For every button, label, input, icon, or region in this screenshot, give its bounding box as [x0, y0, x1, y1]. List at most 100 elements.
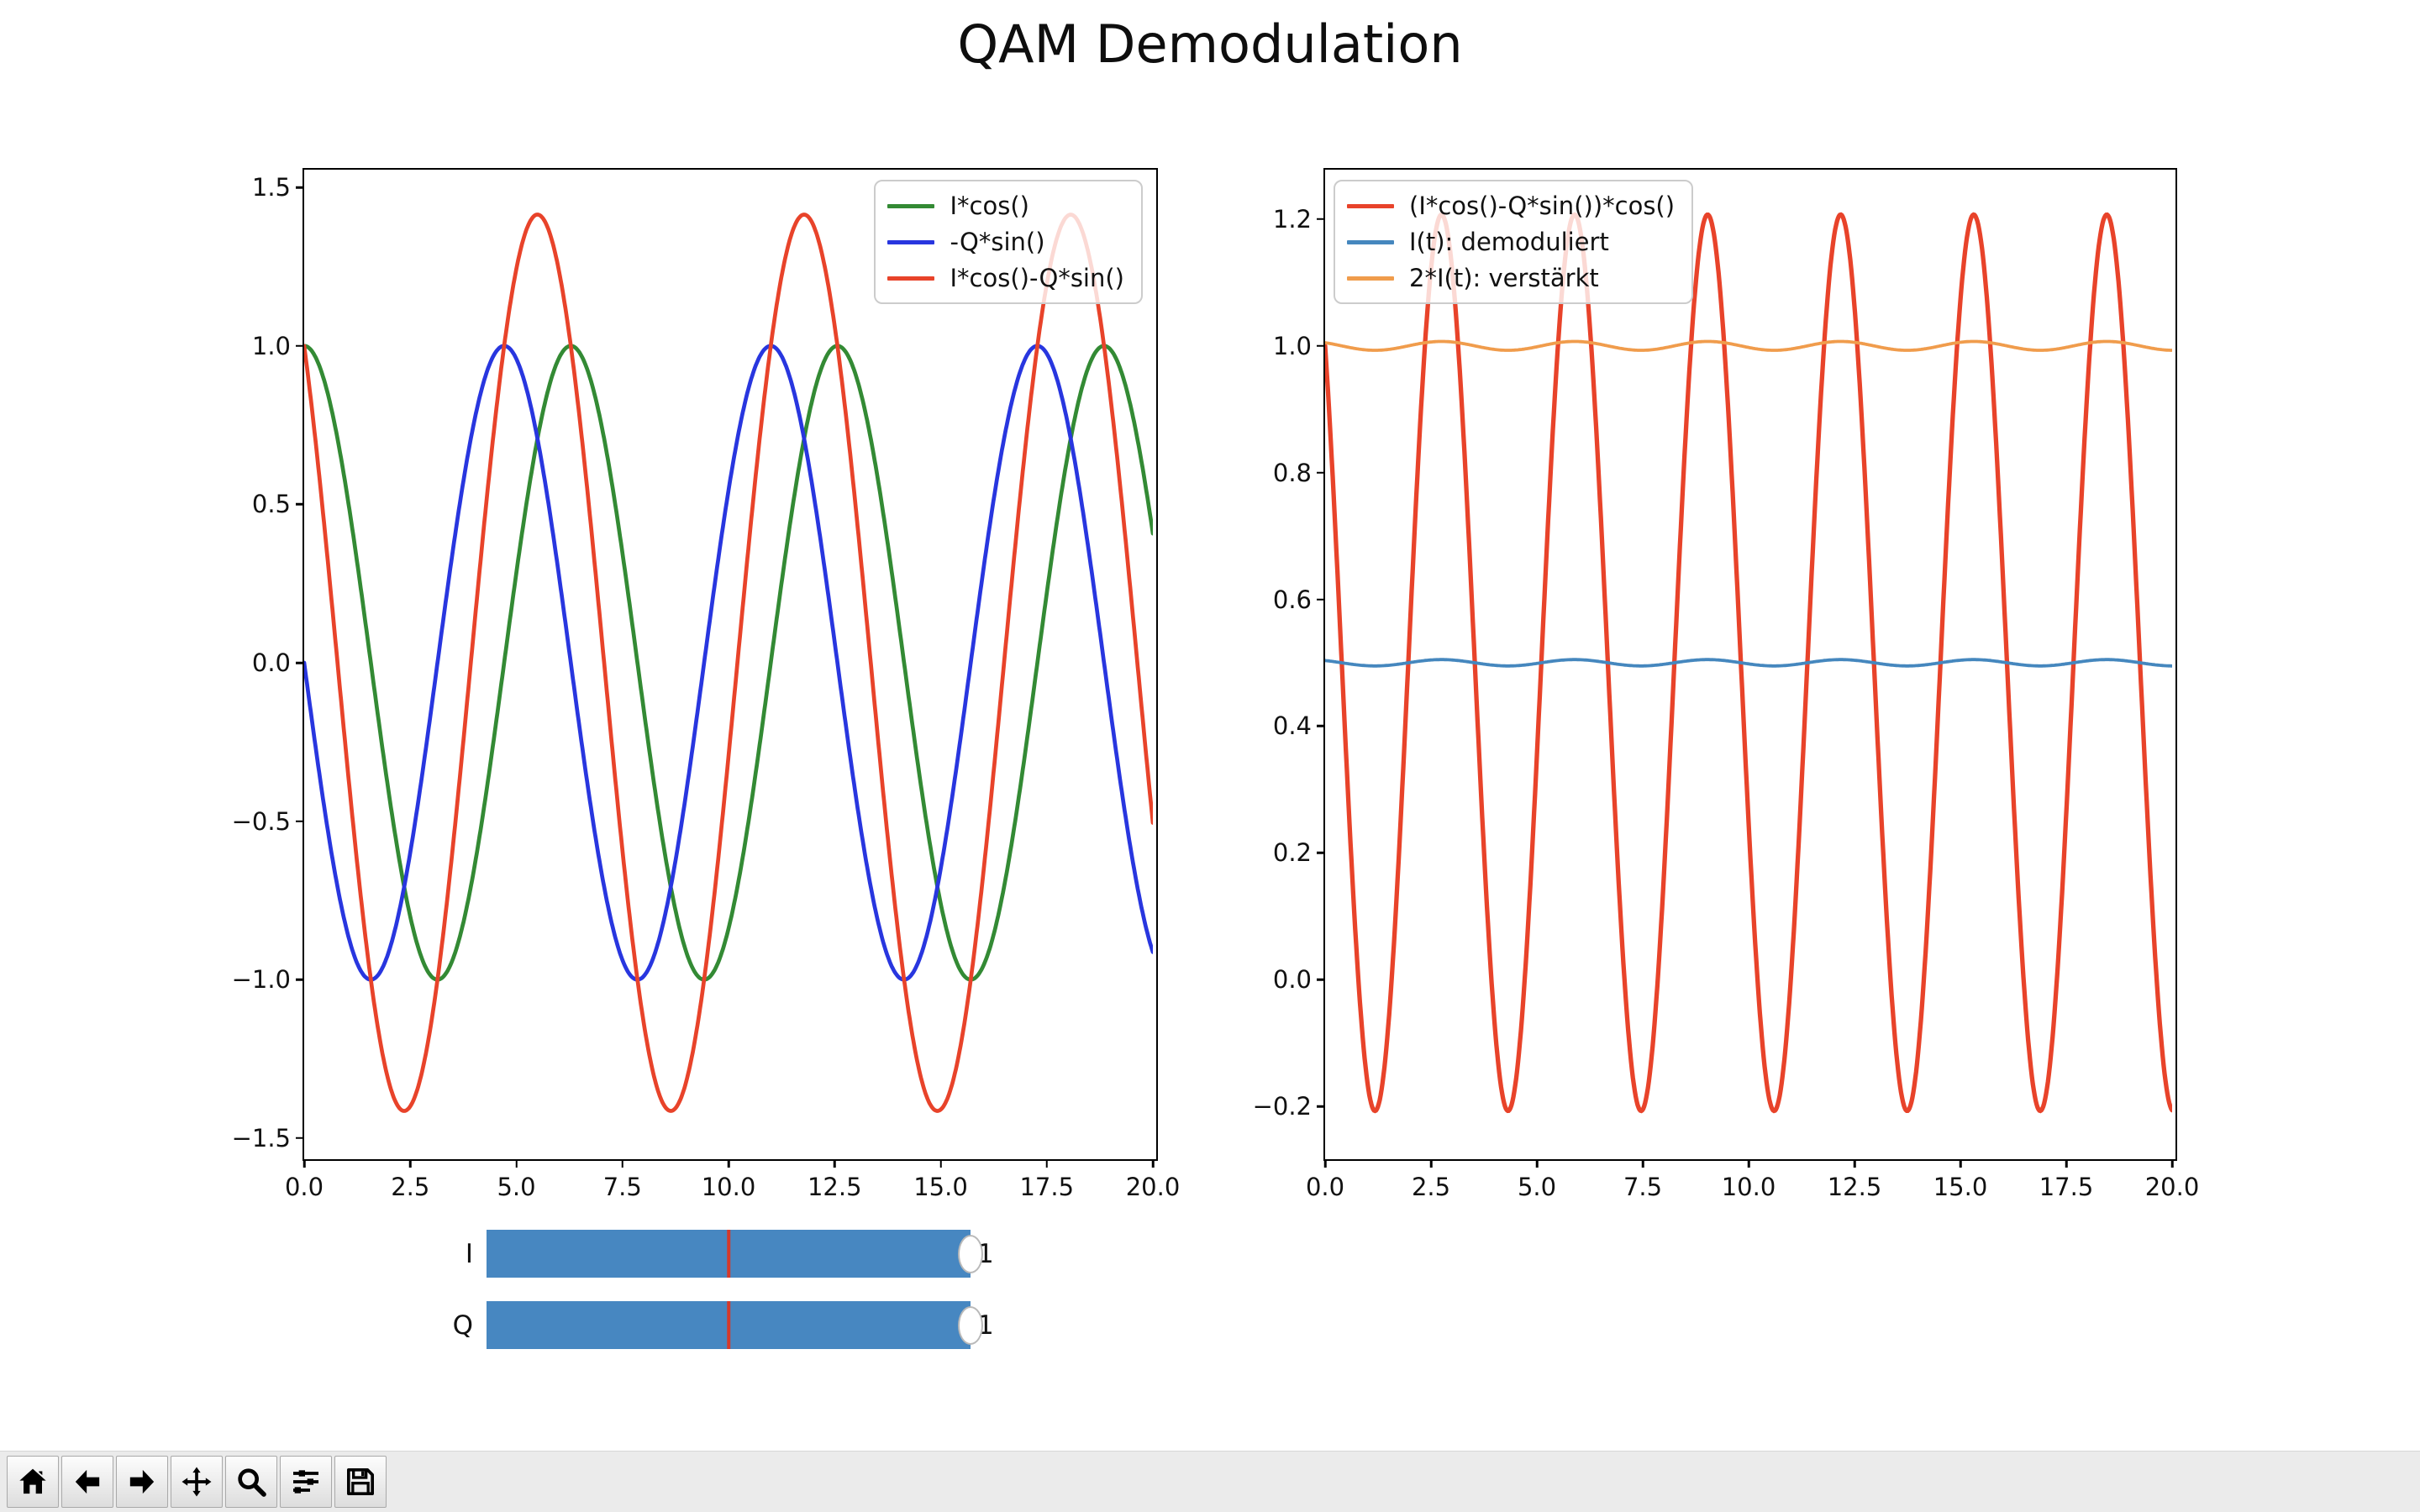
forward-arrow-icon: [129, 1469, 155, 1494]
save-button[interactable]: [334, 1456, 387, 1508]
y-tick-mark: [296, 186, 304, 189]
y-tick-label: 0.5: [251, 490, 291, 519]
y-tick-label: 1.0: [1272, 331, 1312, 360]
x-tick-mark: [1535, 1159, 1539, 1168]
x-tick-label: 0.0: [1305, 1173, 1345, 1201]
plot-curve: [1325, 658, 2172, 668]
x-tick-mark: [1959, 1159, 1962, 1168]
home-icon: [19, 1468, 46, 1494]
x-tick-mark: [834, 1159, 836, 1168]
legend-entry: I(t): demoduliert: [1347, 226, 1675, 258]
y-tick-mark: [296, 661, 304, 664]
forward-button[interactable]: [116, 1456, 168, 1508]
legend-label: (I*cos()-Q*sin())*cos(): [1409, 192, 1676, 220]
pan-move-icon: [182, 1467, 212, 1497]
x-tick-mark: [727, 1159, 730, 1168]
y-tick-mark: [1317, 471, 1325, 474]
legend-entry: I*cos()-Q*sin(): [887, 262, 1124, 294]
slider-i-label: I: [465, 1238, 473, 1269]
plot-curve: [304, 344, 1153, 982]
x-tick-label: 20.0: [2144, 1173, 2200, 1201]
x-tick-label: 12.5: [1827, 1173, 1882, 1201]
legend-entry: -Q*sin(): [887, 226, 1124, 258]
navigation-toolbar: [0, 1451, 2420, 1512]
slider-q-label: Q: [452, 1310, 473, 1341]
zoom-button[interactable]: [225, 1456, 277, 1508]
y-tick-label: 0.2: [1272, 838, 1312, 868]
y-tick-label: 1.2: [1272, 204, 1312, 234]
slider-q-track[interactable]: [487, 1301, 971, 1349]
right-plot-axes[interactable]: 0.0 2.5 5.0 7.5 10.0 12.5 15.0 17.5 20.0 1.2 1.0 0.…: [1253, 168, 2199, 1201]
x-tick-label: 7.5: [602, 1173, 642, 1201]
plot-curve: [1325, 212, 2172, 1114]
x-tick-mark: [515, 1159, 518, 1168]
legend: (I*cos()-Q*sin())*cos() I(t): demoduliert…: [1334, 180, 1694, 304]
magnifier-icon: [238, 1468, 266, 1497]
left-plot-axes[interactable]: 0.0 2.5 5.0 7.5 10.0 12.5 15.0 17.5 20.0 1.5 1.0 0.…: [232, 168, 1180, 1201]
slider-q-handle[interactable]: [958, 1305, 983, 1345]
y-tick-label: 1.5: [251, 173, 291, 202]
legend-entry: 2*I(t): verstärkt: [1347, 262, 1675, 294]
x-tick-label: 2.5: [391, 1173, 430, 1201]
y-tick-mark: [1317, 725, 1325, 727]
legend-line-sample: [1347, 203, 1394, 208]
x-tick-mark: [302, 1159, 306, 1168]
slider-i-track[interactable]: [487, 1230, 971, 1278]
legend-label: I*cos(): [950, 192, 1029, 220]
legend-line-sample: [887, 276, 935, 281]
y-tick-label: −0.5: [231, 806, 291, 836]
slider-i: I 1: [466, 1230, 994, 1278]
x-tick-label: 17.5: [2039, 1173, 2094, 1201]
y-tick-mark: [296, 820, 304, 822]
legend-label: 2*I(t): verstärkt: [1409, 264, 1599, 292]
plot-curve: [304, 213, 1153, 1113]
y-tick-label: −0.2: [1252, 1092, 1312, 1121]
y-tick-label: 0.6: [1272, 585, 1312, 614]
x-tick-label: 17.5: [1019, 1173, 1075, 1201]
legend-label: -Q*sin(): [950, 228, 1045, 256]
slider-i-handle[interactable]: [958, 1234, 983, 1273]
y-tick-mark: [1317, 344, 1325, 347]
legend: I*cos() -Q*sin() I*cos()-Q*sin(): [874, 180, 1143, 304]
y-tick-mark: [1317, 218, 1325, 221]
x-tick-mark: [1045, 1159, 1048, 1168]
legend-label: I(t): demoduliert: [1409, 228, 1609, 256]
legend-line-sample: [1347, 239, 1394, 244]
y-tick-mark: [1317, 1105, 1325, 1108]
y-tick-mark: [1317, 598, 1325, 601]
configure-subplots-button[interactable]: [280, 1456, 332, 1508]
y-tick-mark: [296, 978, 304, 981]
x-tick-label: 12.5: [807, 1173, 862, 1201]
y-tick-mark: [296, 503, 304, 506]
legend-line-sample: [887, 239, 935, 244]
legend-entry: I*cos(): [887, 190, 1124, 222]
legend-entry: (I*cos()-Q*sin())*cos(): [1347, 190, 1675, 222]
x-tick-mark: [2170, 1159, 2174, 1168]
plot-canvas: [304, 213, 1153, 1113]
x-tick-mark: [621, 1159, 623, 1168]
x-tick-label: 10.0: [1721, 1173, 1776, 1201]
legend-line-sample: [1347, 276, 1394, 281]
save-floppy-icon: [347, 1468, 374, 1495]
x-tick-label: 5.0: [497, 1173, 536, 1201]
slider-q-init-marker: [727, 1301, 730, 1349]
y-tick-label: −1.0: [231, 965, 291, 995]
home-button[interactable]: [7, 1456, 59, 1508]
plot-curve: [304, 344, 1153, 982]
x-tick-mark: [1641, 1159, 1644, 1168]
x-tick-label: 5.0: [1517, 1173, 1557, 1201]
x-tick-mark: [1323, 1159, 1327, 1168]
pan-button[interactable]: [171, 1456, 223, 1508]
legend-label: I*cos()-Q*sin(): [950, 264, 1124, 292]
y-tick-label: 0.0: [1272, 965, 1312, 995]
y-tick-mark: [296, 344, 304, 347]
back-button[interactable]: [61, 1456, 113, 1508]
x-tick-label: 2.5: [1411, 1173, 1451, 1201]
y-tick-label: −1.5: [231, 1123, 291, 1152]
y-tick-label: 0.8: [1272, 458, 1312, 487]
x-tick-label: 0.0: [284, 1173, 324, 1201]
x-tick-mark: [1747, 1159, 1750, 1168]
legend-line-sample: [887, 203, 935, 208]
y-tick-label: 1.0: [251, 331, 291, 360]
